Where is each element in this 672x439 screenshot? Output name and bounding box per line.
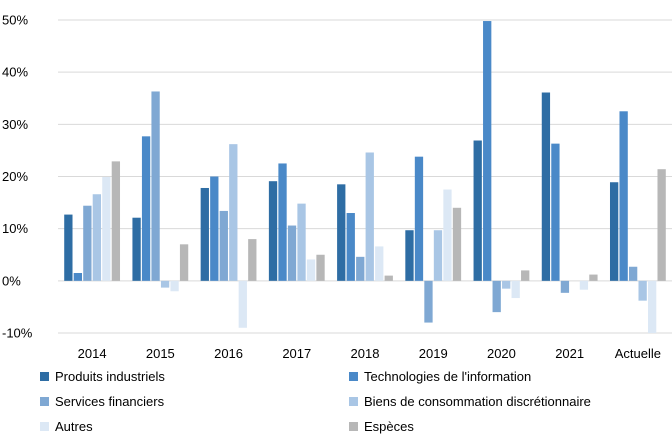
x-tick-label: 2016 [214,346,243,361]
legend-swatch [40,422,49,431]
bar [356,256,365,281]
x-tick-label: 2015 [146,346,175,361]
bar [452,207,462,281]
bar [141,136,151,281]
bar [219,210,228,281]
x-tick-label: 2019 [419,346,448,361]
bars [64,21,666,333]
bar [306,259,316,281]
bar [268,181,278,281]
bar [619,111,628,281]
y-tick-label: 10% [2,221,28,236]
bar [384,275,393,281]
bar [579,280,589,290]
gridlines [58,19,672,334]
bar [414,156,424,281]
bar [179,244,189,281]
bar [647,280,657,333]
bar [229,144,238,281]
x-tick-label: 2017 [282,346,311,361]
bar [424,280,433,323]
bar [638,280,647,301]
bar [64,214,73,281]
bar [83,205,92,281]
bar [375,246,384,281]
bar [433,230,443,281]
bar [511,280,520,299]
bar [278,163,287,281]
y-tick-label: 30% [2,117,28,132]
legend-swatch [349,397,358,406]
bar [521,270,530,281]
legend-label: Technologies de l'information [364,369,531,384]
x-tick-label: 2021 [555,346,584,361]
legend-label: Espèces [364,419,414,434]
x-tick-label: Actuelle [615,346,661,361]
bar [151,91,160,281]
bar [238,280,247,328]
bar [200,187,209,281]
bar [541,92,551,281]
legend: Produits industriels Technologies de l'in… [40,369,591,434]
bar [346,213,355,281]
bar [609,182,619,281]
y-tick-label: -10% [2,326,33,341]
legend-label: Produits industriels [55,369,165,384]
bar [492,280,501,313]
x-tick-label: 2020 [487,346,516,361]
bar [551,143,560,281]
y-axis: -10% 0% 10% 20% 30% 40% 50% [2,13,33,341]
legend-label: Biens de consommation discrétionnaire [364,394,591,409]
bar [657,169,666,281]
legend-swatch [349,422,358,431]
bar [628,266,638,281]
bar [405,230,414,281]
bar [473,140,482,281]
y-tick-label: 0% [2,273,21,288]
y-tick-label: 40% [2,65,28,80]
bar [102,177,111,281]
bar [443,189,452,281]
x-axis: 2014 2015 2016 2017 2018 2019 2020 2021 Actuelle [78,346,661,361]
bar [560,280,570,293]
bar [297,203,306,281]
legend-swatch [40,372,49,381]
bar [287,225,297,281]
bar [73,273,83,281]
bar [248,239,257,281]
bar [337,184,346,281]
y-tick-label: 20% [2,169,28,184]
bar [210,176,219,281]
bar [132,217,141,281]
bar [502,280,511,289]
legend-swatch [40,397,49,406]
bar [170,280,179,292]
legend-label: Services financiers [55,394,165,409]
y-tick-label: 50% [2,13,28,28]
bar [92,194,102,281]
legend-swatch [349,372,358,381]
legend-label: Autres [55,419,93,434]
x-tick-label: 2018 [351,346,380,361]
bar [316,254,325,281]
bar [589,274,598,281]
x-tick-label: 2014 [78,346,107,361]
bar [160,280,170,288]
bar [111,161,121,281]
bar [365,152,374,281]
bar [483,21,492,281]
